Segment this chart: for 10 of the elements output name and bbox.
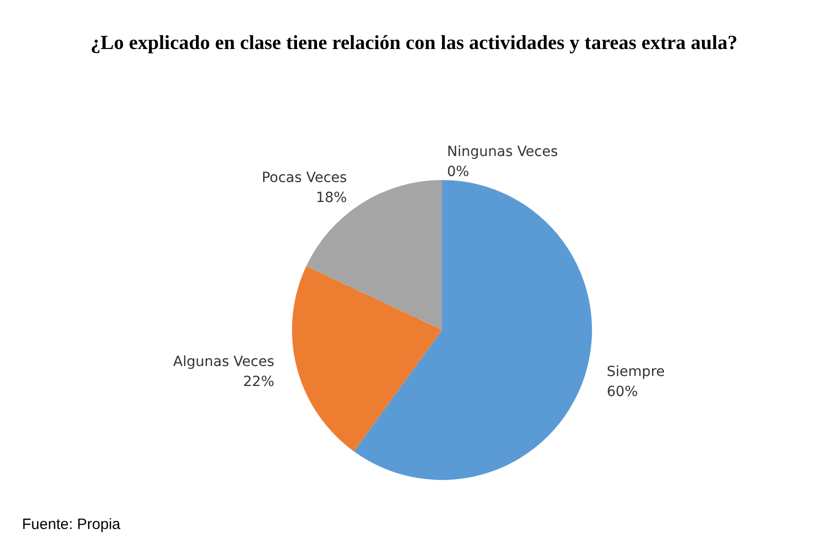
- slice-label: Pocas Veces: [262, 170, 347, 186]
- text: 0%: [447, 164, 470, 180]
- data-label: 18%: [316, 190, 347, 206]
- data-label: 22%: [243, 374, 274, 390]
- chart-title: ¿Lo explicado en clase tiene relación con las actividades y tareas extra aula?: [90, 32, 738, 54]
- data-label: 60%: [606, 384, 638, 400]
- source-note: Fuente: Propia: [22, 516, 122, 533]
- slice-label: Algunas Veces: [173, 354, 274, 370]
- category-label: Ningunas Veces: [447, 144, 558, 160]
- slice-label: Siempre: [606, 364, 665, 380]
